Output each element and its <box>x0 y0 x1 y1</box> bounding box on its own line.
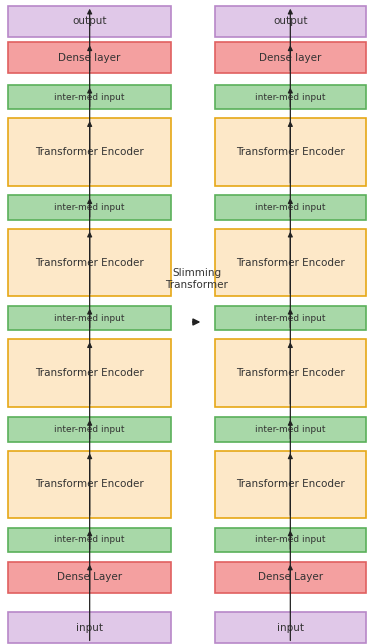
Text: Transformer Encoder: Transformer Encoder <box>236 368 345 378</box>
Text: inter-med input: inter-med input <box>255 425 326 434</box>
FancyBboxPatch shape <box>215 85 366 109</box>
FancyBboxPatch shape <box>8 306 171 330</box>
FancyBboxPatch shape <box>8 85 171 109</box>
FancyBboxPatch shape <box>8 43 171 73</box>
Text: Dense Layer: Dense Layer <box>258 572 323 582</box>
Text: Dense layer: Dense layer <box>59 53 121 63</box>
Text: inter-med input: inter-med input <box>255 314 326 323</box>
FancyBboxPatch shape <box>8 451 171 518</box>
FancyBboxPatch shape <box>8 229 171 296</box>
Text: inter-med input: inter-med input <box>54 425 125 434</box>
Text: output: output <box>273 16 307 26</box>
Text: inter-med input: inter-med input <box>255 535 326 544</box>
Text: Dense Layer: Dense Layer <box>57 572 122 582</box>
FancyBboxPatch shape <box>8 562 171 592</box>
Text: Transformer Encoder: Transformer Encoder <box>236 147 345 157</box>
FancyBboxPatch shape <box>215 612 366 643</box>
Text: inter-med input: inter-med input <box>54 203 125 212</box>
FancyBboxPatch shape <box>215 527 366 552</box>
FancyBboxPatch shape <box>8 118 171 185</box>
FancyBboxPatch shape <box>215 118 366 185</box>
Text: Dense layer: Dense layer <box>259 53 321 63</box>
Text: input: input <box>277 623 304 633</box>
FancyBboxPatch shape <box>215 306 366 330</box>
FancyBboxPatch shape <box>215 6 366 37</box>
FancyBboxPatch shape <box>8 417 171 442</box>
Text: Transformer Encoder: Transformer Encoder <box>236 258 345 267</box>
Text: inter-med input: inter-med input <box>255 93 326 102</box>
Text: inter-med input: inter-med input <box>54 314 125 323</box>
FancyBboxPatch shape <box>8 6 171 37</box>
Text: input: input <box>76 623 103 633</box>
Text: Slimming
Transformer: Slimming Transformer <box>165 269 228 290</box>
Text: inter-med input: inter-med input <box>255 203 326 212</box>
FancyBboxPatch shape <box>8 339 171 407</box>
FancyBboxPatch shape <box>215 43 366 73</box>
Text: inter-med input: inter-med input <box>54 93 125 102</box>
Text: Transformer Encoder: Transformer Encoder <box>35 147 144 157</box>
Text: Transformer Encoder: Transformer Encoder <box>35 479 144 489</box>
FancyBboxPatch shape <box>215 417 366 442</box>
FancyBboxPatch shape <box>8 612 171 643</box>
FancyBboxPatch shape <box>8 195 171 220</box>
FancyBboxPatch shape <box>215 562 366 592</box>
FancyBboxPatch shape <box>215 195 366 220</box>
FancyBboxPatch shape <box>215 339 366 407</box>
Text: Transformer Encoder: Transformer Encoder <box>35 258 144 267</box>
Text: output: output <box>73 16 107 26</box>
FancyBboxPatch shape <box>8 527 171 552</box>
Text: Transformer Encoder: Transformer Encoder <box>35 368 144 378</box>
FancyBboxPatch shape <box>215 451 366 518</box>
FancyBboxPatch shape <box>215 229 366 296</box>
Text: inter-med input: inter-med input <box>54 535 125 544</box>
Text: Transformer Encoder: Transformer Encoder <box>236 479 345 489</box>
